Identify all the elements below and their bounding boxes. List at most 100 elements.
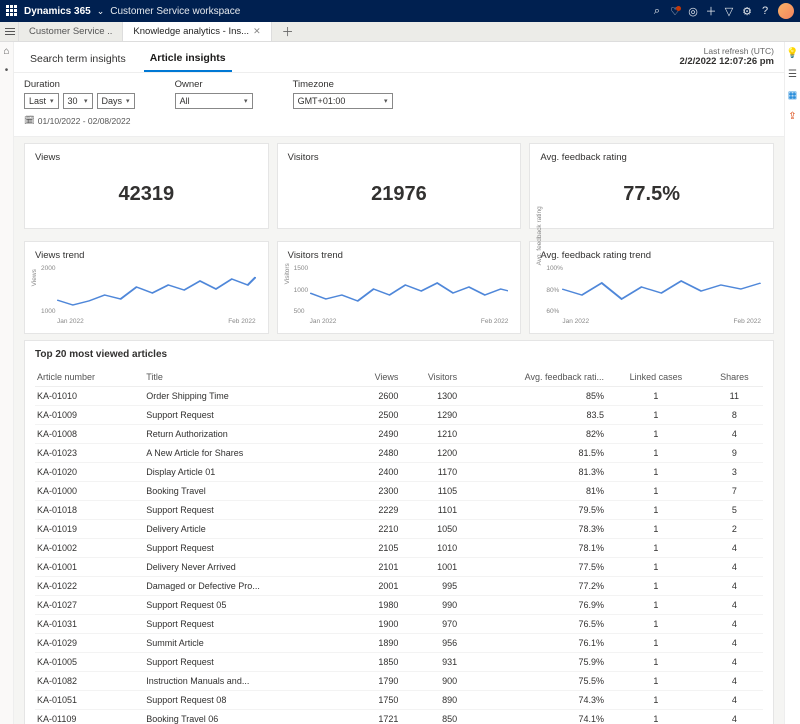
table-row[interactable]: KA-01009Support Request2500129083.518 bbox=[35, 406, 763, 425]
cell: KA-01031 bbox=[35, 615, 144, 634]
home-icon[interactable]: ⌂ bbox=[3, 46, 9, 57]
owner-select[interactable]: All▾ bbox=[175, 93, 253, 109]
subnav-article-insights[interactable]: Article insights bbox=[144, 48, 232, 72]
add-tab-button[interactable]: ＋ bbox=[272, 22, 304, 41]
cell: 77.5% bbox=[459, 558, 606, 577]
filter-icon[interactable]: ▽ bbox=[720, 5, 738, 18]
cell: 970 bbox=[400, 615, 459, 634]
search-icon[interactable]: ⌕ bbox=[648, 5, 666, 18]
table-row[interactable]: KA-01005Support Request185093175.9%14 bbox=[35, 653, 763, 672]
cell: 4 bbox=[706, 672, 763, 691]
panel-icon[interactable]: ▦ bbox=[788, 90, 797, 101]
tab-knowledge-analytics[interactable]: Knowledge analytics - Ins...✕ bbox=[123, 22, 271, 41]
sub-nav: Search term insights Article insights La… bbox=[14, 42, 784, 73]
cell: Support Request bbox=[144, 501, 351, 520]
table-row[interactable]: KA-01018Support Request2229110179.5%15 bbox=[35, 501, 763, 520]
cell: 75.5% bbox=[459, 672, 606, 691]
cell: 1010 bbox=[400, 539, 459, 558]
calendar-icon: 🗓 bbox=[24, 115, 35, 126]
table-row[interactable]: KA-01019Delivery Article2210105078.3%12 bbox=[35, 520, 763, 539]
y-axis-label: Views bbox=[31, 269, 38, 286]
hamburger-icon[interactable] bbox=[2, 22, 18, 41]
col-views[interactable]: Views bbox=[351, 368, 400, 387]
cell: KA-01008 bbox=[35, 425, 144, 444]
date-range: 🗓01/10/2022 - 02/08/2022 bbox=[24, 115, 135, 126]
col-linked[interactable]: Linked cases bbox=[606, 368, 706, 387]
table-row[interactable]: KA-01023A New Article for Shares24801200… bbox=[35, 444, 763, 463]
main-content: Search term insights Article insights La… bbox=[14, 42, 784, 724]
table-row[interactable]: KA-01020Display Article 012400117081.3%1… bbox=[35, 463, 763, 482]
duration-value-select[interactable]: 30▾ bbox=[63, 93, 93, 109]
app-launcher-icon[interactable] bbox=[6, 5, 18, 17]
refresh-label: Last refresh (UTC) bbox=[704, 46, 774, 56]
table-row[interactable]: KA-01082Instruction Manuals and...179090… bbox=[35, 672, 763, 691]
cell: Order Shipping Time bbox=[144, 387, 351, 406]
col-title[interactable]: Title bbox=[144, 368, 351, 387]
cell: 1105 bbox=[400, 482, 459, 501]
table-row[interactable]: KA-01010Order Shipping Time2600130085%11… bbox=[35, 387, 763, 406]
line-series bbox=[310, 283, 509, 301]
card-title: Avg. feedback rating trend bbox=[540, 250, 763, 261]
table-header-row: Article number Title Views Visitors Avg.… bbox=[35, 368, 763, 387]
bulb-icon[interactable]: ♡ bbox=[666, 5, 684, 18]
cell: 4 bbox=[706, 577, 763, 596]
cell: 2490 bbox=[351, 425, 400, 444]
y-axis-label: Visitors bbox=[284, 263, 291, 284]
cell: 76.1% bbox=[459, 634, 606, 653]
target-icon[interactable]: ◎ bbox=[684, 5, 702, 18]
kpi-value: 21976 bbox=[288, 165, 511, 220]
cell: 990 bbox=[400, 596, 459, 615]
cell: 1980 bbox=[351, 596, 400, 615]
table-row[interactable]: KA-01002Support Request2105101078.1%14 bbox=[35, 539, 763, 558]
col-article-number[interactable]: Article number bbox=[35, 368, 144, 387]
table-row[interactable]: KA-01029Summit Article189095676.1%14 bbox=[35, 634, 763, 653]
cell: Delivery Never Arrived bbox=[144, 558, 351, 577]
cell: 3 bbox=[706, 463, 763, 482]
cell: 931 bbox=[400, 653, 459, 672]
table-row[interactable]: KA-01001Delivery Never Arrived2101100177… bbox=[35, 558, 763, 577]
table-row[interactable]: KA-01022Damaged or Defective Pro...20019… bbox=[35, 577, 763, 596]
cell: 4 bbox=[706, 710, 763, 724]
table-row[interactable]: KA-01000Booking Travel2300110581%17 bbox=[35, 482, 763, 501]
cell: 81.5% bbox=[459, 444, 606, 463]
plus-icon[interactable]: ＋ bbox=[702, 3, 720, 19]
idea-icon[interactable]: 💡 bbox=[786, 48, 798, 59]
last-refresh: Last refresh (UTC) 2/2/2022 12:07:26 pm bbox=[679, 46, 774, 67]
table-row[interactable]: KA-01051Support Request 08175089074.3%14 bbox=[35, 691, 763, 710]
cell: 1001 bbox=[400, 558, 459, 577]
cell: 1170 bbox=[400, 463, 459, 482]
duration-unit-select[interactable]: Days▾ bbox=[97, 93, 135, 109]
cell: KA-01029 bbox=[35, 634, 144, 653]
gear-icon[interactable]: ⚙ bbox=[738, 5, 756, 18]
table-row[interactable]: KA-01027Support Request 05198099076.9%14 bbox=[35, 596, 763, 615]
kpi-views: Views 42319 bbox=[24, 143, 269, 229]
close-icon[interactable]: ✕ bbox=[253, 26, 261, 37]
duration-mode-select[interactable]: Last▾ bbox=[24, 93, 59, 109]
cell: KA-01000 bbox=[35, 482, 144, 501]
table-row[interactable]: KA-01008Return Authorization2490121082%1… bbox=[35, 425, 763, 444]
table-row[interactable]: KA-01031Support Request190097076.5%14 bbox=[35, 615, 763, 634]
col-shares[interactable]: Shares bbox=[706, 368, 763, 387]
table-row[interactable]: KA-01109Booking Travel 06172185074.1%14 bbox=[35, 710, 763, 724]
col-rating[interactable]: Avg. feedback rati... bbox=[459, 368, 606, 387]
col-visitors[interactable]: Visitors bbox=[400, 368, 459, 387]
cell: KA-01082 bbox=[35, 672, 144, 691]
avatar[interactable] bbox=[778, 3, 794, 19]
tab-customer-service[interactable]: Customer Service .. bbox=[18, 22, 123, 41]
cell: 1050 bbox=[400, 520, 459, 539]
subnav-search-term-insights[interactable]: Search term insights bbox=[24, 49, 132, 71]
cell: 2480 bbox=[351, 444, 400, 463]
chevron-down-icon[interactable]: ⌄ bbox=[97, 6, 105, 17]
timezone-select[interactable]: GMT+01:00▾ bbox=[293, 93, 393, 109]
cell: 1 bbox=[606, 653, 706, 672]
list-icon[interactable]: ☰ bbox=[788, 69, 797, 80]
help-icon[interactable]: ? bbox=[756, 5, 774, 17]
duration-label: Duration bbox=[24, 79, 135, 90]
share-icon[interactable]: ⇪ bbox=[788, 111, 796, 122]
cell: 1 bbox=[606, 520, 706, 539]
cell: 78.1% bbox=[459, 539, 606, 558]
cell: 1 bbox=[606, 672, 706, 691]
cell: 77.2% bbox=[459, 577, 606, 596]
cell: Support Request bbox=[144, 406, 351, 425]
pin-icon[interactable]: • bbox=[5, 65, 9, 76]
